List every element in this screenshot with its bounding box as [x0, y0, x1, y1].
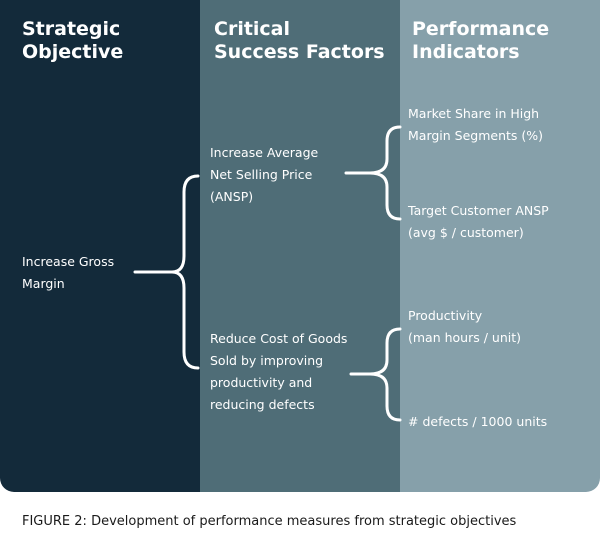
bracket-group	[133, 125, 402, 422]
csf-increase-ansp: Increase Average Net Selling Price (ANSP…	[210, 145, 319, 204]
figure-caption: FIGURE 2: Development of performance mea…	[22, 514, 517, 529]
kpi-defects: # defects / 1000 units	[408, 414, 548, 429]
ansp-bracket	[368, 125, 402, 221]
cogs-bracket	[368, 327, 402, 422]
connector-brackets	[133, 125, 402, 422]
objective-increase-gross-margin: Increase Gross Margin	[22, 254, 115, 291]
performance-indicators-header: Performance Indicators	[412, 18, 550, 63]
csf-reduce-cogs: Reduce Cost of Goods Sold by improving p…	[210, 331, 348, 412]
strategic-objective-header: Strategic Objective	[22, 18, 124, 63]
kpi-market-share: Market Share in High Margin Segments (%)	[408, 106, 544, 143]
critical-success-factors-header: Critical Success Factors	[214, 18, 385, 63]
strategic-objective-column: Strategic Objective Increase Gross Margi…	[0, 0, 200, 492]
kpi-target-customer-ansp: Target Customer ANSP (avg $ / customer)	[408, 203, 549, 240]
kpi-productivity: Productivity (man hours / unit)	[408, 308, 522, 345]
objective-bracket	[170, 174, 200, 370]
performance-indicators-column: Performance Indicators Market Share in H…	[400, 0, 600, 492]
critical-success-factors-column: Critical Success Factors Increase Averag…	[200, 0, 400, 492]
diagram-panel: Strategic Objective Increase Gross Margi…	[0, 0, 600, 492]
